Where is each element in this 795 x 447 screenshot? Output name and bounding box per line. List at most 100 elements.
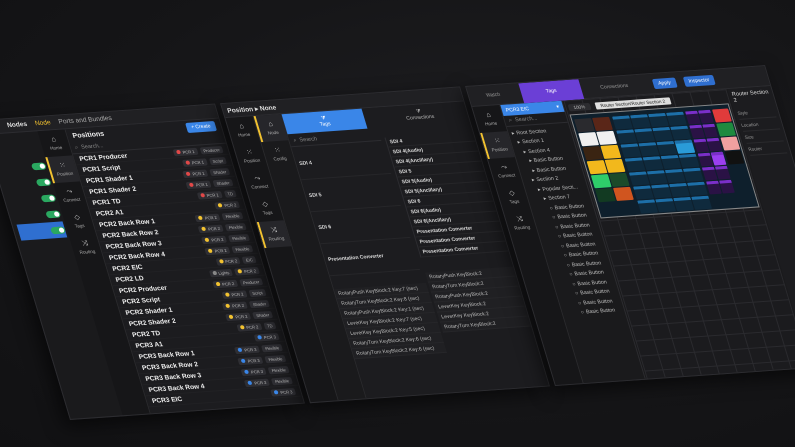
folder-icon: ▸ [537, 186, 542, 193]
button-color-bar [673, 196, 691, 201]
tag-label: PCR 2 [224, 257, 238, 264]
tag-list: PCR 2 Flexible [197, 222, 247, 233]
tag-badge: PCR 2 [236, 322, 263, 332]
panel-button[interactable] [712, 108, 732, 123]
tag-label: PCR 3 [253, 379, 267, 386]
button-color-bar [628, 171, 647, 176]
router-button[interactable] [674, 139, 696, 154]
tag-label: Script [211, 157, 224, 164]
tab-connections[interactable]: ⧩ Connections [405, 108, 436, 122]
create-button[interactable]: + Create [184, 120, 218, 134]
panel-button[interactable] [720, 136, 741, 151]
button-icon: ○ [551, 214, 557, 222]
tag-label: PCR 2 [221, 280, 235, 287]
tag-label: PCR 2 [243, 267, 257, 274]
tag-dot-icon [199, 193, 206, 198]
tag-badge: PCR 1 [182, 169, 209, 178]
panel-button[interactable] [724, 150, 745, 165]
tag-dot-icon [218, 259, 224, 264]
key-list-right: RotaryPush KeyBlock:2 RotaryTurn KeyBlock… [425, 266, 533, 333]
tag-label: Flexible [270, 366, 287, 373]
tag-badge: Shader [248, 299, 270, 308]
toggle-switch[interactable] [45, 209, 62, 218]
tag-label: Flexible [264, 344, 280, 351]
panel-button[interactable] [592, 116, 613, 131]
sidebar-item-label: Connect [62, 196, 81, 203]
position-name: PCR2 TD [131, 329, 162, 339]
button-color-bar [697, 152, 711, 156]
tag-dot-icon [198, 215, 204, 221]
tag-list: PCR 3 [270, 387, 297, 397]
tag-button[interactable] [702, 123, 719, 138]
tag-list: PCR 1 TD [196, 189, 237, 200]
button-color-bar [630, 114, 648, 118]
tag-badge: PCR 2 [214, 200, 241, 210]
panel-button[interactable] [613, 186, 634, 201]
button-icon: ○ [577, 300, 583, 307]
tree-node-label: Basic Button [579, 288, 611, 297]
toggle-switch[interactable] [49, 225, 66, 234]
home-icon: ⌂ [50, 136, 58, 144]
zoom-control[interactable]: 100% [567, 102, 592, 112]
apply-button[interactable]: Apply [651, 77, 678, 89]
tab-node[interactable]: Node [34, 119, 52, 128]
breadcrumb: Position ▸ None [226, 103, 278, 115]
destination-label: SDI 5 [397, 167, 413, 175]
routing-icon: ⤨ [81, 240, 89, 248]
tag-button[interactable] [710, 151, 727, 166]
tag-list: PCR 3 [253, 332, 280, 342]
tag-label: PCR 2 [210, 236, 224, 243]
inspector-field[interactable]: Router [746, 141, 788, 156]
panel-button[interactable] [608, 172, 630, 187]
router-button[interactable] [666, 111, 687, 126]
tag-button[interactable] [698, 109, 714, 124]
tag-badge: PCR 3 [270, 387, 297, 397]
sidebar-item-label: Home [237, 131, 251, 138]
button-panel [569, 103, 760, 219]
tab-ports-bundles[interactable]: Ports and Bundles [57, 114, 113, 126]
router-button[interactable] [682, 167, 704, 182]
tag-badge: Flexible [228, 233, 250, 242]
panel-button[interactable] [716, 122, 737, 137]
tag-badge: Flexible [221, 211, 244, 220]
inspector-button[interactable]: Inspector [682, 74, 716, 87]
tree-node-label: Basic Button [568, 250, 600, 259]
tag-button[interactable] [706, 137, 723, 152]
router-button[interactable] [678, 153, 700, 168]
toggle-switch[interactable] [35, 177, 52, 186]
tag-badge: PCR 1 [172, 147, 199, 156]
panel-button[interactable] [600, 144, 622, 159]
sidebar-item-label: Tags [508, 198, 520, 205]
toggle-switch[interactable] [40, 193, 57, 202]
routing-icon: ⤨ [515, 215, 524, 224]
button-color-bar [714, 165, 728, 170]
tag-button[interactable] [714, 165, 731, 180]
tree-node-label: Basic Button [573, 269, 605, 278]
button-color-bar [689, 124, 702, 128]
tag-button[interactable] [719, 179, 735, 194]
router-button[interactable] [687, 181, 708, 196]
tag-dot-icon [224, 292, 230, 297]
position-name: PCR2 Script [121, 295, 162, 306]
sidebar-item-label: Tags [262, 209, 274, 216]
sidebar-item-label: Tags [74, 223, 86, 229]
tag-label: PCR 2 [223, 201, 237, 208]
tag-list: PCR 1 Script [181, 156, 227, 167]
source-item[interactable]: Presentation Converter [320, 237, 421, 277]
inspector-field-label: Size [744, 134, 755, 140]
tab-connections[interactable]: Connections [599, 82, 629, 91]
position-icon: ⁙ [58, 162, 67, 170]
tab-tags[interactable]: ⧩ Tags [281, 108, 368, 135]
button-color-bar [664, 168, 683, 173]
router-button[interactable] [670, 125, 692, 140]
window-title: Nodes [6, 120, 29, 130]
tree-node-label: Section 7 [547, 194, 572, 202]
tag-list: PCR 2 Producer [212, 277, 264, 288]
source-label: SDI 6 [317, 223, 332, 231]
tab-watch[interactable]: Watch [485, 91, 502, 99]
router-button[interactable] [691, 195, 713, 210]
panel-button[interactable] [596, 130, 618, 145]
toggle-switch[interactable] [30, 161, 47, 170]
panel-button[interactable] [604, 158, 626, 173]
